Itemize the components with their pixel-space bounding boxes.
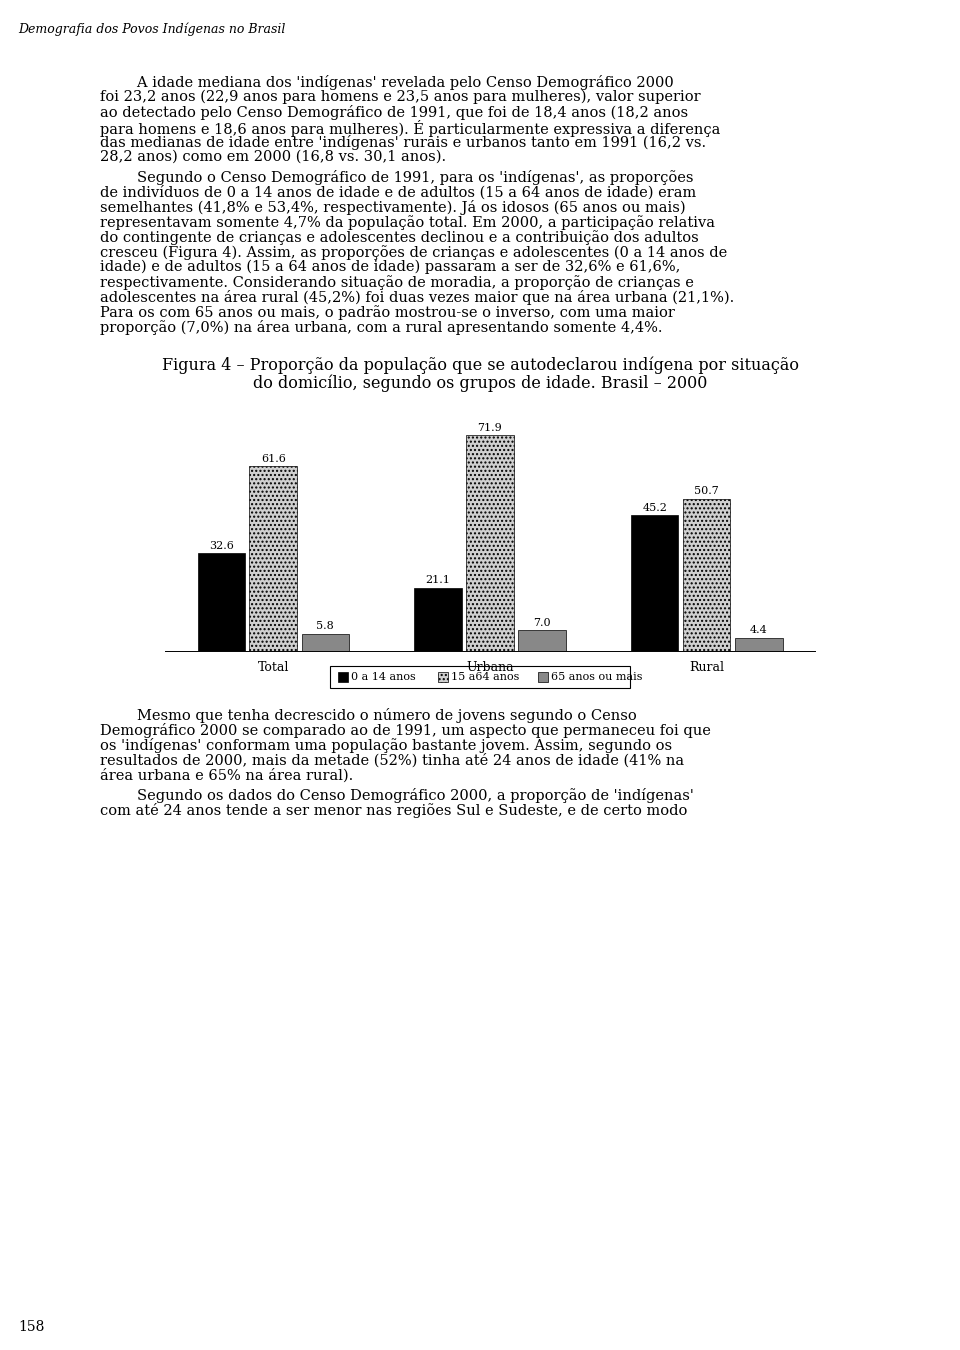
Text: Segundo o Censo Demográfico de 1991, para os 'indígenas', as proporções: Segundo o Censo Demográfico de 1991, par… — [100, 170, 693, 185]
Text: 32.6: 32.6 — [209, 541, 234, 551]
Text: idade) e de adultos (15 a 64 anos de idade) passaram a ser de 32,6% e 61,6%,: idade) e de adultos (15 a 64 anos de ida… — [100, 261, 681, 274]
Text: 65 anos ou mais: 65 anos ou mais — [551, 672, 642, 682]
Text: das medianas de idade entre 'indígenas' rurais e urbanos tanto em 1991 (16,2 vs.: das medianas de idade entre 'indígenas' … — [100, 135, 707, 150]
Text: 0 a 14 anos: 0 a 14 anos — [351, 672, 416, 682]
Bar — [518, 630, 565, 651]
Text: Segundo os dados do Censo Demográfico 2000, a proporção de 'indígenas': Segundo os dados do Censo Demográfico 20… — [100, 788, 694, 803]
Text: para homens e 18,6 anos para mulheres). É particularmente expressiva a diferença: para homens e 18,6 anos para mulheres). … — [100, 120, 720, 136]
Text: Demográfico 2000 se comparado ao de 1991, um aspecto que permaneceu foi que: Demográfico 2000 se comparado ao de 1991… — [100, 724, 710, 738]
Text: 61.6: 61.6 — [261, 454, 286, 464]
Text: 15 a64 anos: 15 a64 anos — [451, 672, 519, 682]
Text: cresceu (Figura 4). Assim, as proporções de crianças e adolescentes (0 a 14 anos: cresceu (Figura 4). Assim, as proporções… — [100, 244, 728, 259]
Bar — [414, 587, 462, 651]
Bar — [301, 633, 349, 651]
Text: adolescentes na área rural (45,2%) foi duas vezes maior que na área urbana (21,1: adolescentes na área rural (45,2%) foi d… — [100, 290, 734, 305]
Text: 45.2: 45.2 — [642, 504, 667, 513]
Text: 5.8: 5.8 — [317, 621, 334, 632]
Bar — [330, 666, 630, 688]
Text: respectivamente. Considerando situação de moradia, a proporção de crianças e: respectivamente. Considerando situação d… — [100, 275, 694, 290]
Text: de indivíduos de 0 a 14 anos de idade e de adultos (15 a 64 anos de idade) eram: de indivíduos de 0 a 14 anos de idade e … — [100, 185, 696, 200]
Bar — [198, 554, 245, 651]
Bar — [734, 637, 782, 651]
Text: os 'indígenas' conformam uma população bastante jovem. Assim, segundo os: os 'indígenas' conformam uma população b… — [100, 738, 672, 753]
Text: proporção (7,0%) na área urbana, com a rural apresentando somente 4,4%.: proporção (7,0%) na área urbana, com a r… — [100, 320, 662, 335]
Text: 158: 158 — [18, 1320, 44, 1334]
Text: foi 23,2 anos (22,9 anos para homens e 23,5 anos para mulheres), valor superior: foi 23,2 anos (22,9 anos para homens e 2… — [100, 90, 701, 104]
Bar — [438, 672, 448, 682]
Text: semelhantes (41,8% e 53,4%, respectivamente). Já os idosos (65 anos ou mais): semelhantes (41,8% e 53,4%, respectivame… — [100, 200, 685, 215]
Text: 28,2 anos) como em 2000 (16,8 vs. 30,1 anos).: 28,2 anos) como em 2000 (16,8 vs. 30,1 a… — [100, 150, 446, 163]
Text: A idade mediana dos 'indígenas' revelada pelo Censo Demográfico 2000: A idade mediana dos 'indígenas' revelada… — [100, 76, 674, 90]
Text: do domicílio, segundo os grupos de idade. Brasil – 2000: do domicílio, segundo os grupos de idade… — [252, 375, 708, 393]
Text: área urbana e 65% na área rural).: área urbana e 65% na área rural). — [100, 768, 353, 783]
Text: 4.4: 4.4 — [750, 625, 768, 636]
Text: do contingente de crianças e adolescentes declinou e a contribuição dos adultos: do contingente de crianças e adolescente… — [100, 230, 699, 244]
Bar — [683, 500, 731, 651]
Text: representavam somente 4,7% da população total. Em 2000, a participação relativa: representavam somente 4,7% da população … — [100, 215, 715, 230]
Text: resultados de 2000, mais da metade (52%) tinha até 24 anos de idade (41% na: resultados de 2000, mais da metade (52%)… — [100, 753, 684, 767]
Text: com até 24 anos tende a ser menor nas regiões Sul e Sudeste, e de certo modo: com até 24 anos tende a ser menor nas re… — [100, 803, 687, 818]
Bar — [467, 435, 514, 651]
Text: Figura 4 – Proporção da população que se autodeclarou indígena por situação: Figura 4 – Proporção da população que se… — [161, 356, 799, 374]
Text: Para os com 65 anos ou mais, o padrão mostrou-se o inverso, com uma maior: Para os com 65 anos ou mais, o padrão mo… — [100, 305, 675, 320]
Text: ao detectado pelo Censo Demográfico de 1991, que foi de 18,4 anos (18,2 anos: ao detectado pelo Censo Demográfico de 1… — [100, 105, 688, 120]
Text: 21.1: 21.1 — [425, 575, 450, 586]
Text: Demografia dos Povos Indígenas no Brasil: Demografia dos Povos Indígenas no Brasil — [18, 22, 285, 35]
Text: 7.0: 7.0 — [533, 617, 551, 628]
Text: 50.7: 50.7 — [694, 486, 719, 497]
Bar — [631, 516, 679, 651]
Bar — [538, 672, 548, 682]
Text: 71.9: 71.9 — [478, 423, 502, 433]
Bar — [250, 466, 298, 651]
Bar — [338, 672, 348, 682]
Text: Mesmo que tenha decrescido o número de jovens segundo o Censo: Mesmo que tenha decrescido o número de j… — [100, 707, 636, 724]
